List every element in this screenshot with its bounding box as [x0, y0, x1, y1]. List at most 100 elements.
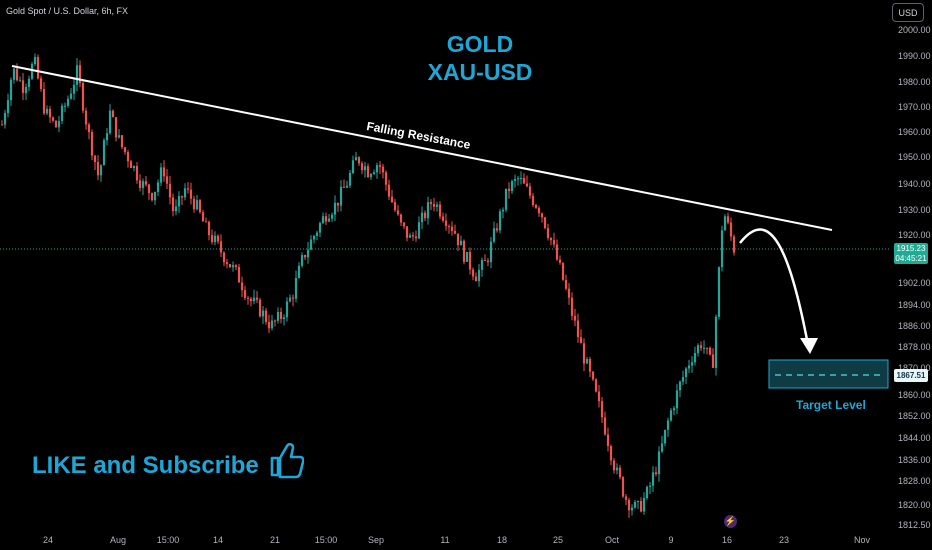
y-tick-label: 1950.00: [898, 152, 931, 162]
candle-body: [618, 467, 622, 478]
candle-body: [66, 98, 70, 106]
candle-body: [609, 446, 613, 461]
candle-body: [483, 259, 487, 261]
candle-body: [129, 161, 133, 168]
target-zone-box: [768, 359, 889, 389]
x-tick-label: Nov: [854, 535, 871, 545]
candle-body: [153, 191, 157, 201]
candle-body: [534, 204, 538, 208]
candle-body: [219, 241, 223, 253]
candle-body: [513, 179, 517, 182]
x-tick-label: 16: [722, 535, 732, 545]
candle-body: [588, 359, 592, 372]
candle-body: [438, 204, 442, 217]
candle-body: [111, 110, 115, 118]
x-tick-label: Oct: [605, 535, 620, 545]
candle-body: [660, 443, 664, 452]
candle-body: [216, 235, 220, 242]
candle-body: [537, 207, 541, 214]
candle-body: [168, 183, 172, 198]
candle-body: [399, 214, 403, 223]
candle-body: [441, 216, 445, 221]
candle-body: [273, 320, 277, 322]
candle-body: [45, 108, 49, 114]
candle-body: [495, 228, 499, 231]
y-tick-label: 1940.00: [898, 179, 931, 189]
candle-body: [300, 255, 304, 266]
currency-button[interactable]: USD: [892, 3, 924, 22]
candle-body: [279, 312, 283, 319]
x-tick-label: 15:00: [157, 535, 180, 545]
candle-body: [624, 496, 628, 500]
candle-body: [402, 222, 406, 227]
candle-body: [732, 236, 736, 253]
candle-body: [603, 417, 607, 435]
y-tick-label: 1870.00: [898, 363, 931, 373]
candle-body: [681, 377, 685, 382]
candle-body: [531, 195, 535, 205]
candle-body: [591, 371, 595, 380]
candle-body: [213, 235, 217, 243]
projection-arrow: [739, 228, 810, 346]
candle-body: [324, 216, 328, 222]
candle-body: [480, 259, 484, 270]
candle-body: [78, 65, 82, 84]
candle-body: [657, 451, 661, 475]
candle-body: [234, 265, 238, 268]
candle-body: [189, 189, 193, 199]
candle-body: [711, 354, 715, 368]
candle-body: [342, 186, 346, 188]
resistance-trendline: [11, 65, 833, 231]
candle-body: [282, 317, 286, 319]
candle-body: [585, 359, 589, 364]
candle-body: [192, 198, 196, 210]
candle-body: [414, 236, 418, 239]
y-tick-label: 1894.00: [898, 300, 931, 310]
candle-body: [633, 501, 637, 508]
countdown-timer: 04:45:21: [895, 254, 927, 263]
candle-body: [447, 226, 451, 228]
candle-body: [510, 181, 514, 192]
y-tick-label: 1960.00: [898, 127, 931, 137]
candle-body: [636, 501, 640, 503]
candle-body: [378, 165, 382, 167]
candle-body: [261, 310, 265, 317]
candle-body: [729, 222, 733, 237]
candle-body: [459, 240, 463, 246]
candle-body: [210, 235, 214, 243]
candle-body: [702, 347, 706, 349]
candle-body: [306, 249, 310, 258]
candle-body: [90, 132, 94, 156]
y-tick-label: 1980.00: [898, 77, 931, 87]
candle-body: [351, 160, 355, 174]
candle-body: [381, 166, 385, 173]
candle-body: [327, 218, 331, 222]
candle-body: [39, 78, 43, 90]
candle-body: [642, 498, 646, 512]
candle-body: [369, 174, 373, 178]
lightning-icon[interactable]: ⚡: [724, 515, 737, 528]
candle-body: [726, 216, 730, 223]
candle-body: [492, 228, 496, 242]
candle-body: [366, 166, 370, 178]
candle-body: [573, 315, 577, 321]
candle-body: [522, 177, 526, 184]
candle-body: [717, 267, 721, 317]
y-tick-label: 1812.50: [898, 520, 931, 530]
candle-body: [675, 390, 679, 409]
candle-body: [648, 485, 652, 487]
y-tick-label: 1902.00: [898, 278, 931, 288]
candle-body: [144, 181, 148, 185]
candle-body: [270, 320, 274, 329]
candle-body: [30, 64, 34, 79]
candle-body: [516, 178, 520, 180]
candle-body: [159, 167, 163, 183]
x-tick-label: 21: [270, 535, 280, 545]
candle-body: [600, 401, 604, 418]
candle-body: [33, 57, 37, 65]
candle-body: [405, 226, 409, 238]
candle-body: [540, 213, 544, 218]
candle-body: [156, 182, 160, 192]
candle-body: [132, 166, 136, 168]
